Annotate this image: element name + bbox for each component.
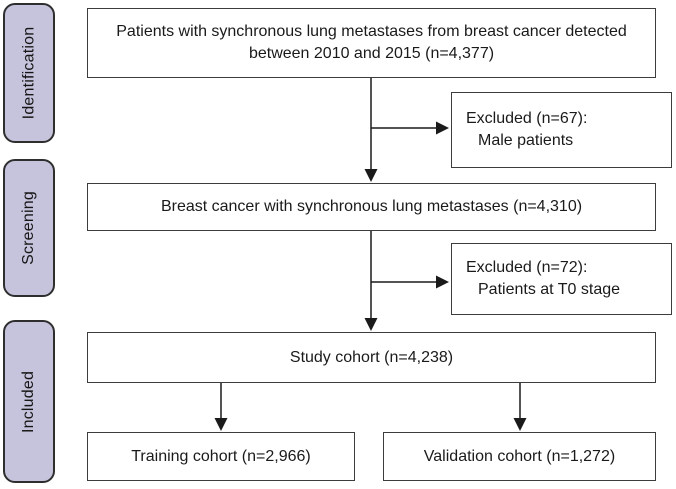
stage-pill-identification: Identification (3, 3, 55, 143)
arrowhead-initial-to-screened (364, 169, 378, 182)
excluded-1-line1: Excluded (n=67): (466, 110, 588, 127)
box-study-cohort: Study cohort (n=4,238) (87, 332, 656, 383)
arrowhead-branch-to-excluded-1 (436, 121, 449, 135)
box-initial-patients: Patients with synchronous lung metastase… (87, 8, 656, 78)
excluded-2-line2: Patients at T0 stage (478, 281, 621, 298)
box-validation-cohort: Validation cohort (n=1,272) (383, 432, 656, 481)
box-excluded-t0-stage: Excluded (n=72): Patients at T0 stage (451, 243, 672, 315)
box-screened-patients-text: Breast cancer with synchronous lung meta… (160, 198, 583, 215)
stage-label-identification: Identification (20, 26, 38, 120)
arrowhead-screened-to-study (364, 318, 378, 331)
box-excluded-male-patients: Excluded (n=67): Male patients (451, 92, 672, 168)
stage-label-screening: Screening (20, 191, 38, 265)
excluded-2-line1: Excluded (n=72): (466, 259, 588, 276)
box-screened-patients: Breast cancer with synchronous lung meta… (87, 183, 656, 231)
box-training-cohort: Training cohort (n=2,966) (87, 432, 355, 481)
box-study-cohort-text: Study cohort (n=4,238) (289, 348, 454, 366)
arrowhead-branch-to-excluded-2 (436, 275, 449, 289)
box-training-cohort-text: Training cohort (n=2,966) (131, 447, 311, 465)
arrowhead-study-to-training (214, 418, 228, 431)
stage-pill-screening: Screening (3, 159, 55, 297)
stage-pill-included: Included (3, 320, 55, 483)
excluded-1-line2: Male patients (478, 132, 574, 149)
box-initial-patients-text: Patients with synchronous lung metastase… (116, 23, 627, 62)
box-validation-cohort-text: Validation cohort (n=1,272) (423, 447, 616, 465)
stage-label-included: Included (20, 370, 37, 433)
arrowhead-study-to-validation (513, 418, 527, 431)
